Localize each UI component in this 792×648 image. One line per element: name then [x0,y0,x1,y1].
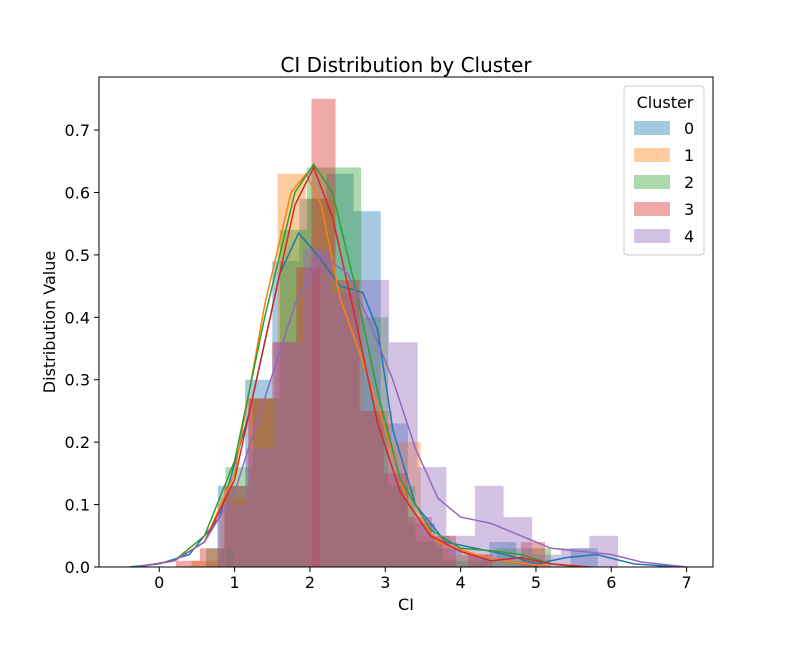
y-tick-label: 0.5 [65,246,90,265]
kde-line-cluster-4 [136,253,687,567]
legend-label-cluster-3: 3 [684,200,694,219]
kde-line-cluster-3 [136,165,589,567]
kde-line-cluster-2 [136,163,582,567]
x-tick-label: 3 [380,573,390,592]
histogram-bar-cluster-0 [272,261,300,567]
legend-swatch-cluster-0 [634,121,670,135]
histogram-bar-cluster-4 [217,504,246,567]
histogram-bar-cluster-2 [306,167,335,567]
histogram-bar-cluster-4 [303,248,332,567]
y-tick-label: 0.0 [65,558,90,577]
histogram-bar-cluster-1 [248,398,278,567]
histogram-bar-cluster-4 [360,279,390,567]
kde-line-cluster-0 [129,231,680,567]
histogram-bar-cluster-2 [279,229,307,567]
y-tick-label: 0.3 [65,371,90,390]
histogram-bar-cluster-3 [199,548,225,567]
histogram-bar-cluster-4 [245,448,275,567]
y-tick-label: 0.1 [65,496,90,515]
histogram-bar-cluster-0 [407,523,436,567]
x-tick-label: 7 [682,573,692,592]
histogram-bar-cluster-4 [560,548,590,567]
plot-frame [98,76,714,568]
histogram-bar-cluster-3 [468,554,493,567]
histogram-bar-cluster-3 [224,485,249,567]
histogram-bar-cluster-0 [435,548,463,567]
legend-label-cluster-1: 1 [684,146,694,165]
x-tick-label: 2 [305,573,315,592]
x-tick-label: 0 [154,573,164,592]
histogram-bar-cluster-1 [277,173,307,567]
histogram-bar-cluster-2 [252,398,280,567]
legend-label-cluster-4: 4 [684,227,694,246]
legend-swatch-cluster-4 [634,229,670,243]
histogram-bar-cluster-1 [220,498,249,567]
legend-label-cluster-0: 0 [684,119,694,138]
histogram-bar-cluster-1 [449,554,478,567]
legend-swatch-cluster-1 [634,148,670,162]
x-tick-label: 6 [606,573,616,592]
histogram-bar-cluster-4 [589,535,619,567]
y-axis-label: Distribution Value [40,251,59,393]
x-tick-label: 5 [531,573,541,592]
histogram-bar-cluster-1 [191,560,221,567]
y-tick-label: 0.6 [65,183,90,202]
histogram-bar-cluster-3 [335,279,360,567]
histogram-bar-cluster-0 [326,173,354,567]
legend-swatch-cluster-3 [634,202,670,216]
histogram-bar-cluster-1 [334,292,364,567]
histogram-bar-cluster-3 [311,98,336,567]
histogram-bar-cluster-3 [248,398,273,567]
histogram-bar-cluster-4 [331,292,361,567]
y-tick-label: 0.4 [65,308,90,327]
y-axis: 0.0 0.1 0.2 0.3 0.4 0.5 0.6 0.7 [65,121,99,577]
histogram-bar-cluster-4 [417,467,447,567]
y-tick-label: 0.7 [65,121,90,140]
x-axis-label: CI [398,595,414,614]
histogram-bar-cluster-1 [477,560,507,567]
histogram-bar-cluster-2 [205,548,234,567]
histogram-bar-cluster-2 [469,560,497,567]
histogram-bar-cluster-4 [274,342,304,567]
histogram-bar-cluster-2 [442,560,470,567]
histogram-bar-cluster-2 [388,485,416,567]
x-tick-label: 4 [456,573,466,592]
plot-area [129,98,687,567]
x-tick-label: 1 [230,573,240,592]
kde-line-cluster-1 [136,172,552,567]
chart-title: CI Distribution by Cluster [280,53,532,77]
histogram-bar-cluster-2 [334,167,362,567]
histogram-bar-cluster-1 [506,560,536,567]
histogram-bar-cluster-3 [359,410,384,567]
y-tick-label: 0.2 [65,433,90,452]
x-axis: 0 1 2 3 4 5 6 7 [154,567,692,592]
histogram-bar-cluster-3 [296,267,321,567]
legend-title: Cluster [637,93,694,112]
legend-label-cluster-2: 2 [684,173,694,192]
histogram-bar-cluster-3 [272,342,297,567]
histogram-bar-cluster-2 [415,542,443,567]
histogram-bar-cluster-0 [353,211,381,567]
legend-swatch-cluster-2 [634,175,670,189]
histogram-bar-cluster-3 [175,560,200,567]
legend-frame [623,85,705,256]
legend: Cluster 0 1 2 3 4 [623,85,705,256]
